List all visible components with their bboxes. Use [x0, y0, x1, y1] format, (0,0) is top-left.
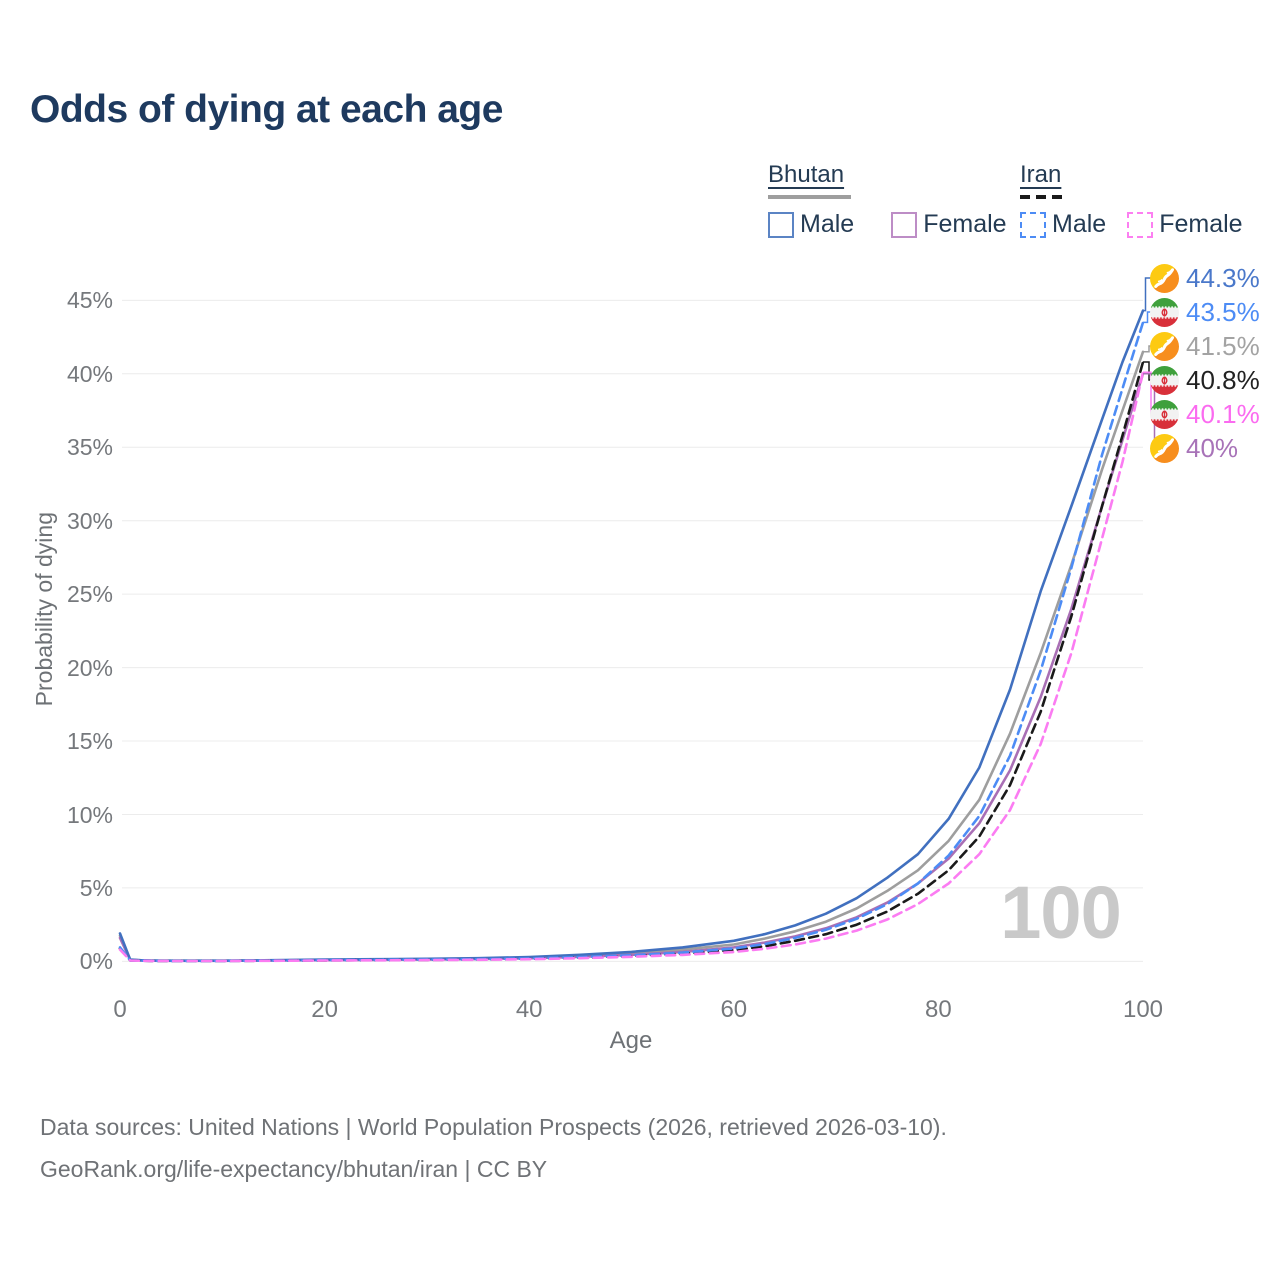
- end-label-iran-female: 40.1%: [1150, 398, 1260, 430]
- end-label-bhutan-both: 41.5%: [1150, 330, 1260, 362]
- x-tick-label: 60: [720, 996, 748, 1023]
- page-title: Odds of dying at each age: [30, 88, 503, 131]
- end-value-label: 43.5%: [1186, 296, 1260, 327]
- y-tick-label: 40%: [66, 360, 113, 387]
- end-label-iran-both: 40.8%: [1150, 364, 1260, 396]
- iran-flag-icon: [1150, 297, 1179, 327]
- end-value-label: 44.3%: [1186, 262, 1260, 293]
- y-tick-label: 35%: [66, 434, 113, 461]
- series-line-bhutan-male[interactable]: [118, 309, 1145, 962]
- legend-items-bhutan: Male Female: [768, 210, 1044, 239]
- legend-toggle-iran-male[interactable]: Male: [1020, 210, 1106, 239]
- end-value-label: 40.1%: [1186, 398, 1260, 429]
- y-tick-label: 30%: [66, 507, 113, 534]
- y-tick-label: 0%: [79, 948, 113, 975]
- y-tick-label: 15%: [66, 728, 113, 755]
- end-label-connector: [1143, 277, 1151, 312]
- bhutan-flag-icon: [1150, 331, 1179, 361]
- legend-label-iran-female: Female: [1159, 210, 1243, 238]
- end-label-iran-male: 43.5%: [1150, 296, 1260, 328]
- legend-country-iran-label[interactable]: Iran: [1020, 161, 1062, 188]
- source-line-2: GeoRank.org/life-expectancy/bhutan/iran …: [40, 1156, 548, 1182]
- x-tick-label: 80: [925, 996, 952, 1023]
- iran-dashed-line-sample: [1020, 195, 1066, 199]
- x-tick-label: 0: [113, 996, 127, 1023]
- legend-country-bhutan[interactable]: Bhutan: [768, 161, 1044, 199]
- y-axis-title: Probability of dying: [31, 512, 57, 707]
- end-label-bhutan-male: 44.3%: [1150, 262, 1260, 294]
- x-tick-label: 40: [515, 996, 543, 1023]
- end-label-connector: [1143, 371, 1152, 414]
- end-label-connector: [1143, 345, 1151, 353]
- bhutan-female-checkbox[interactable]: [891, 211, 918, 238]
- legend-group-iran: Iran Male Female: [1020, 161, 1264, 239]
- bhutan-flag-icon: [1150, 263, 1179, 293]
- source-line-1: Data sources: United Nations | World Pop…: [40, 1114, 947, 1140]
- end-label-bhutan-female: 40%: [1150, 432, 1238, 464]
- hovered-age-watermark: 100: [1000, 871, 1121, 954]
- end-value-label: 40%: [1186, 432, 1239, 463]
- legend-items-iran: Male Female: [1020, 210, 1264, 239]
- y-tick-label: 25%: [66, 581, 113, 608]
- y-tick-label: 10%: [66, 801, 113, 828]
- end-value-label: 40.8%: [1186, 364, 1260, 395]
- legend-country-iran[interactable]: Iran: [1020, 161, 1264, 199]
- series-line-iran-male[interactable]: [118, 321, 1145, 963]
- bhutan-solid-line-sample: [768, 195, 851, 199]
- end-value-label: 41.5%: [1186, 330, 1260, 361]
- legend-label-bhutan-male: Male: [800, 210, 855, 238]
- end-label-connector: [1143, 361, 1151, 381]
- legend-toggle-iran-female[interactable]: Female: [1127, 210, 1243, 239]
- end-label-connector: [1143, 311, 1151, 324]
- iran-female-checkbox[interactable]: [1127, 211, 1154, 238]
- series-line-iran-female[interactable]: [118, 371, 1145, 963]
- legend-group-bhutan: Bhutan Male Female: [768, 161, 1044, 239]
- legend-toggle-bhutan-male[interactable]: Male: [768, 210, 854, 239]
- legend-toggle-bhutan-female[interactable]: Female: [891, 210, 1007, 239]
- iran-flag-icon: [1150, 365, 1179, 395]
- iran-flag-icon: [1150, 399, 1179, 429]
- bhutan-male-checkbox[interactable]: [768, 211, 794, 238]
- data-sources: Data sources: United Nations | World Pop…: [40, 1106, 947, 1190]
- x-tick-label: 100: [1122, 996, 1164, 1023]
- x-axis-title: Age: [609, 1027, 653, 1054]
- y-tick-label: 20%: [66, 654, 113, 681]
- y-tick-label: 45%: [66, 287, 113, 314]
- x-tick-label: 20: [311, 996, 338, 1023]
- legend-country-bhutan-label[interactable]: Bhutan: [768, 161, 845, 188]
- legend-label-iran-male: Male: [1052, 210, 1107, 238]
- y-tick-label: 5%: [79, 874, 113, 901]
- iran-male-checkbox[interactable]: [1020, 211, 1046, 238]
- legend-label-bhutan-female: Female: [923, 210, 1007, 238]
- bhutan-flag-icon: [1150, 433, 1179, 463]
